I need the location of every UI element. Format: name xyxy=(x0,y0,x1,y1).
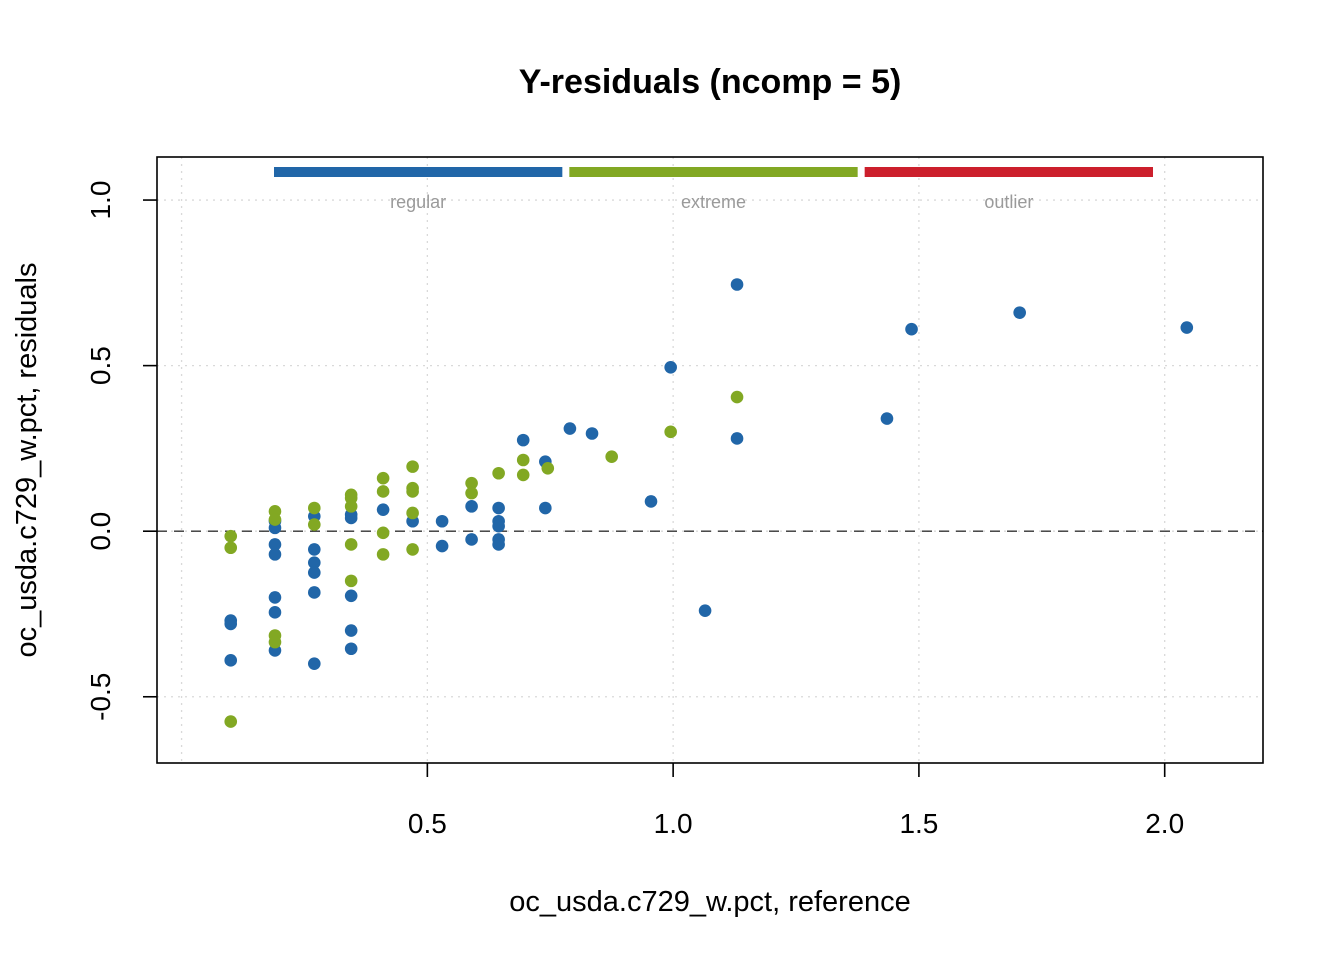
point-regular-1 xyxy=(224,617,238,631)
point-extreme-22 xyxy=(406,543,419,556)
point-extreme-8 xyxy=(307,518,321,531)
point-regular-26 xyxy=(465,533,478,546)
point-regular-2 xyxy=(224,654,238,667)
point-regular-36 xyxy=(585,427,599,440)
point-regular-32 xyxy=(516,433,530,447)
point-extreme-16 xyxy=(376,526,390,540)
point-regular-18 xyxy=(344,589,358,603)
point-regular-38 xyxy=(664,360,677,374)
point-regular-15 xyxy=(307,657,321,670)
legend-bar-regular xyxy=(274,167,563,177)
point-regular-45 xyxy=(1180,321,1194,334)
point-extreme-14 xyxy=(376,471,390,485)
y-tick-label-0: -0.5 xyxy=(85,673,116,721)
point-regular-31 xyxy=(492,538,505,551)
point-regular-25 xyxy=(465,500,478,513)
legend: regular extreme outlier xyxy=(274,167,1153,212)
point-regular-41 xyxy=(730,432,744,445)
point-regular-37 xyxy=(644,495,658,508)
point-extreme-2 xyxy=(224,715,238,728)
point-regular-13 xyxy=(307,566,321,579)
y-axis-label: oc_usda.c729_w.pct, residuals xyxy=(11,263,43,658)
point-extreme-31 xyxy=(730,390,744,404)
x-tick-label-3: 2.0 xyxy=(1145,808,1184,839)
point-extreme-27 xyxy=(516,468,530,482)
point-extreme-24 xyxy=(465,486,478,500)
point-regular-19 xyxy=(344,624,358,637)
point-extreme-15 xyxy=(376,485,390,498)
point-regular-44 xyxy=(1013,306,1026,319)
point-regular-8 xyxy=(268,606,282,619)
point-regular-27 xyxy=(492,501,505,515)
legend-label-regular: regular xyxy=(390,192,446,212)
point-extreme-18 xyxy=(406,460,419,473)
point-extreme-20 xyxy=(406,485,419,498)
y-tick-label-3: 1.0 xyxy=(85,181,116,220)
point-regular-12 xyxy=(307,556,321,569)
point-regular-23 xyxy=(435,514,449,528)
point-regular-14 xyxy=(307,586,321,599)
point-extreme-30 xyxy=(664,425,677,439)
point-regular-6 xyxy=(268,548,282,561)
point-regular-17 xyxy=(344,511,358,525)
legend-label-outlier: outlier xyxy=(984,192,1033,212)
point-extreme-29 xyxy=(605,450,618,463)
legend-bar-outlier xyxy=(864,167,1153,177)
legend-label-extreme: extreme xyxy=(681,192,746,212)
point-extreme-21 xyxy=(406,506,419,520)
point-extreme-1 xyxy=(224,541,238,555)
x-tick-label-1: 1.0 xyxy=(654,808,693,839)
y-axis-ticks: -0.5 0.0 0.5 1.0 xyxy=(85,181,157,721)
point-regular-20 xyxy=(344,642,358,656)
point-regular-42 xyxy=(880,412,894,425)
point-regular-24 xyxy=(435,539,449,553)
point-regular-7 xyxy=(268,591,282,604)
y-tick-label-2: 0.5 xyxy=(85,346,116,385)
chart-title: Y-residuals (ncomp = 5) xyxy=(519,63,902,101)
point-regular-11 xyxy=(307,543,321,556)
point-regular-5 xyxy=(268,538,282,551)
plot-frame xyxy=(156,156,1264,764)
point-extreme-12 xyxy=(344,538,358,551)
point-extreme-13 xyxy=(344,574,358,588)
point-regular-39 xyxy=(698,604,712,617)
point-extreme-26 xyxy=(516,453,530,467)
x-axis-ticks: 0.5 1.0 1.5 2.0 xyxy=(408,763,1184,839)
grid-lines xyxy=(157,157,1263,763)
legend-bar-extreme xyxy=(569,167,858,177)
point-regular-43 xyxy=(905,322,918,336)
point-regular-29 xyxy=(492,519,505,533)
x-tick-label-2: 1.5 xyxy=(899,808,938,839)
point-extreme-11 xyxy=(344,500,358,513)
point-regular-40 xyxy=(730,278,744,291)
point-extreme-4 xyxy=(268,513,282,526)
point-extreme-7 xyxy=(307,501,321,515)
y-tick-label-1: 0.0 xyxy=(85,512,116,551)
point-extreme-6 xyxy=(268,635,282,649)
point-regular-21 xyxy=(376,503,390,516)
point-extreme-25 xyxy=(492,466,505,480)
point-regular-35 xyxy=(563,422,577,435)
point-regular-34 xyxy=(539,501,552,515)
data-points xyxy=(224,278,1194,728)
x-axis-label: oc_usda.c729_w.pct, reference xyxy=(509,886,910,918)
point-extreme-23 xyxy=(465,476,478,490)
point-extreme-0 xyxy=(224,529,238,543)
point-extreme-17 xyxy=(376,548,390,561)
x-tick-label-0: 0.5 xyxy=(408,808,447,839)
point-extreme-28 xyxy=(541,461,555,475)
